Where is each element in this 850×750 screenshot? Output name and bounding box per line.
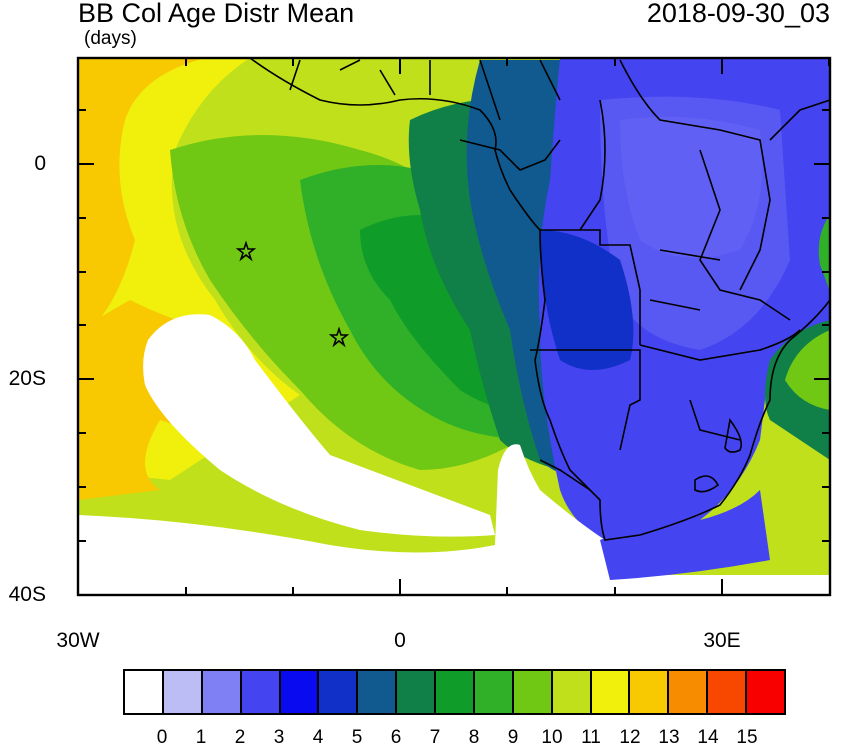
colorbar-label: 10 xyxy=(541,727,563,748)
lat-label-40s: 40S xyxy=(8,583,46,606)
coastlines xyxy=(249,58,830,541)
colorbar-swatch xyxy=(436,671,475,713)
station-markers xyxy=(235,240,350,348)
colorbar-swatch xyxy=(358,671,398,713)
colorbar-swatch xyxy=(125,671,164,713)
axis-ticks xyxy=(78,58,830,595)
colorbar-swatch xyxy=(280,671,320,713)
colorbar-label: 11 xyxy=(581,727,601,748)
colorbar-label: 8 xyxy=(468,727,480,748)
colorbar-label: 1 xyxy=(195,727,207,748)
colorbar-swatch xyxy=(630,671,670,713)
units-label: (days) xyxy=(84,28,137,49)
lat-label-20s: 20S xyxy=(8,367,46,390)
colorbar-swatch xyxy=(669,671,709,713)
lon-label-0: 0 xyxy=(394,629,406,652)
colorbar-swatch xyxy=(319,671,359,713)
lon-label-30e: 30E xyxy=(703,629,741,652)
map-frame xyxy=(76,56,832,597)
map-field xyxy=(78,58,830,595)
colorbar-label: 6 xyxy=(390,727,402,748)
colorbar-swatch xyxy=(747,671,784,713)
colorbar-label: 4 xyxy=(312,727,324,748)
colorbar-swatch xyxy=(202,671,242,713)
colorbar-label: 5 xyxy=(351,727,363,748)
colorbar-swatch xyxy=(591,671,631,713)
colorbar-label: 13 xyxy=(658,727,680,748)
colorbar-label: 7 xyxy=(429,727,441,748)
colorbar-label: 14 xyxy=(697,727,719,748)
star-marker xyxy=(235,240,257,262)
plot-title: BB Col Age Distr Mean xyxy=(78,0,355,28)
colorbar-label: 12 xyxy=(619,727,641,748)
colorbar-label: 9 xyxy=(507,727,519,748)
colorbar-swatch xyxy=(513,671,553,713)
colorbar-swatch xyxy=(474,671,514,713)
colorbar xyxy=(123,669,786,715)
colorbar-label: 0 xyxy=(156,727,168,748)
colorbar-swatch xyxy=(163,671,203,713)
lon-label-30w: 30W xyxy=(56,629,100,652)
lat-label-0: 0 xyxy=(34,152,46,175)
star-marker xyxy=(328,326,350,348)
colorbar-label: 3 xyxy=(273,727,285,748)
colorbar-swatch xyxy=(241,671,281,713)
timestamp-label: 2018-09-30_03 xyxy=(646,0,830,28)
colorbar-label: 15 xyxy=(736,727,758,748)
colorbar-labels: 0 1 2 3 4 5 6 7 8 9 10 11 12 13 14 15 xyxy=(123,727,823,749)
colorbar-swatch xyxy=(397,671,436,713)
colorbar-swatch xyxy=(552,671,592,713)
colorbar-label: 2 xyxy=(234,727,246,748)
colorbar-swatch xyxy=(708,671,747,713)
